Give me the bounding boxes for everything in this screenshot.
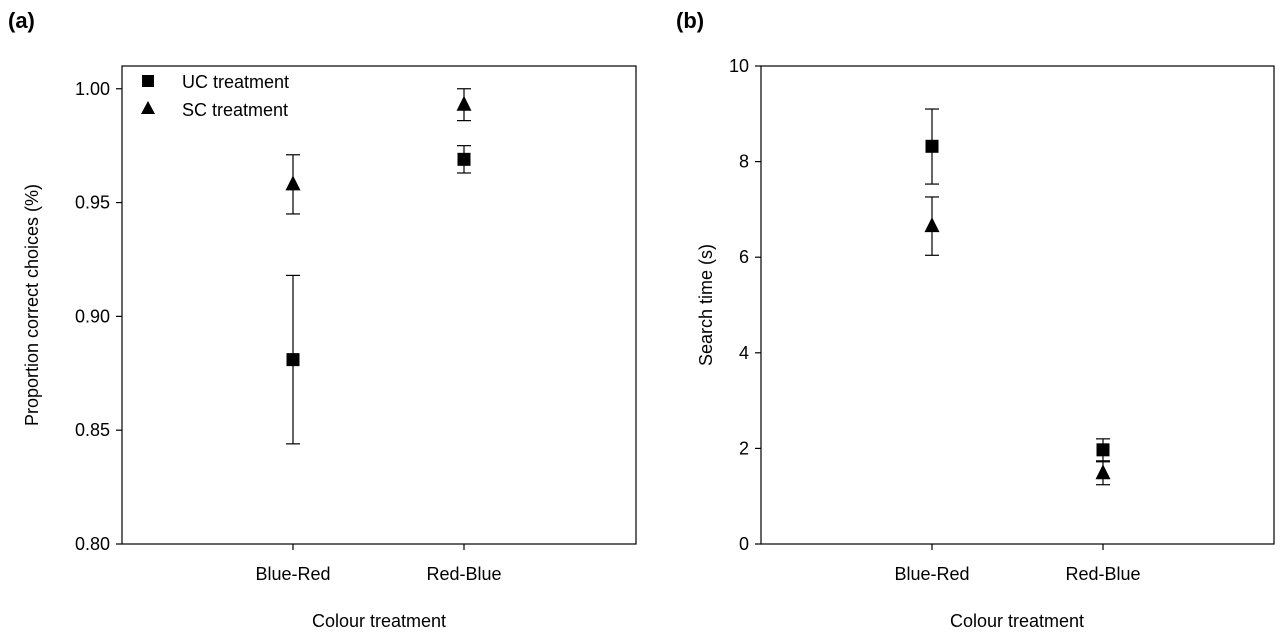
y-tick-label: 0 [739, 534, 749, 554]
data-point-square [1096, 443, 1110, 457]
y-tick-label: 1.00 [75, 79, 110, 99]
y-tick-label: 0.95 [75, 193, 110, 213]
markers-a [285, 95, 472, 367]
x-axis-title-a: Colour treatment [312, 611, 446, 631]
data-point-triangle [924, 217, 940, 233]
x-ticks-a: Blue-Red Red-Blue [255, 544, 502, 584]
x-tick-label: Red-Blue [1065, 564, 1140, 584]
data-point-triangle [456, 95, 472, 111]
data-point-square [925, 139, 939, 153]
y-ticks-b: 0 2 4 6 8 10 [729, 56, 761, 554]
legend-label-sc: SC treatment [182, 100, 288, 120]
panel-label-a: (a) [8, 8, 35, 33]
plot-frame-a [121, 65, 637, 545]
legend-triangle-marker [141, 101, 155, 114]
chart-b: (b) 0 2 4 6 8 10 Blue-Red Red-Blue Colour trea… [676, 8, 1275, 631]
x-tick-label: Red-Blue [426, 564, 501, 584]
data-point-square [457, 152, 471, 166]
chart-a: (a) 0.80 0.85 0.90 0.95 1.00 Blue-Red Red-Blu… [8, 8, 637, 631]
error-bars-b [925, 108, 1110, 486]
data-point-triangle [285, 175, 301, 191]
x-tick-label: Blue-Red [255, 564, 330, 584]
y-tick-label: 10 [729, 56, 749, 76]
y-ticks-a: 0.80 0.85 0.90 0.95 1.00 [75, 79, 122, 554]
data-point-square [286, 353, 300, 367]
panel-label-b: (b) [676, 8, 704, 33]
legend-a: UC treatment SC treatment [141, 72, 289, 120]
x-axis-title-b: Colour treatment [950, 611, 1084, 631]
y-axis-title-a: Proportion correct choices (%) [22, 184, 42, 426]
y-tick-label: 0.90 [75, 306, 110, 326]
y-tick-label: 0.85 [75, 420, 110, 440]
x-tick-label: Blue-Red [894, 564, 969, 584]
legend-label-uc: UC treatment [182, 72, 289, 92]
error-bars-a [286, 88, 471, 445]
y-tick-label: 8 [739, 152, 749, 172]
y-tick-label: 0.80 [75, 534, 110, 554]
data-point-triangle [1095, 464, 1111, 480]
plot-frame-b [760, 65, 1275, 545]
y-tick-label: 2 [739, 438, 749, 458]
y-tick-label: 4 [739, 343, 749, 363]
y-tick-label: 6 [739, 247, 749, 267]
legend-square-marker [142, 75, 154, 87]
x-ticks-b: Blue-Red Red-Blue [894, 544, 1141, 584]
markers-b [924, 139, 1111, 480]
y-axis-title-b: Search time (s) [696, 244, 716, 366]
